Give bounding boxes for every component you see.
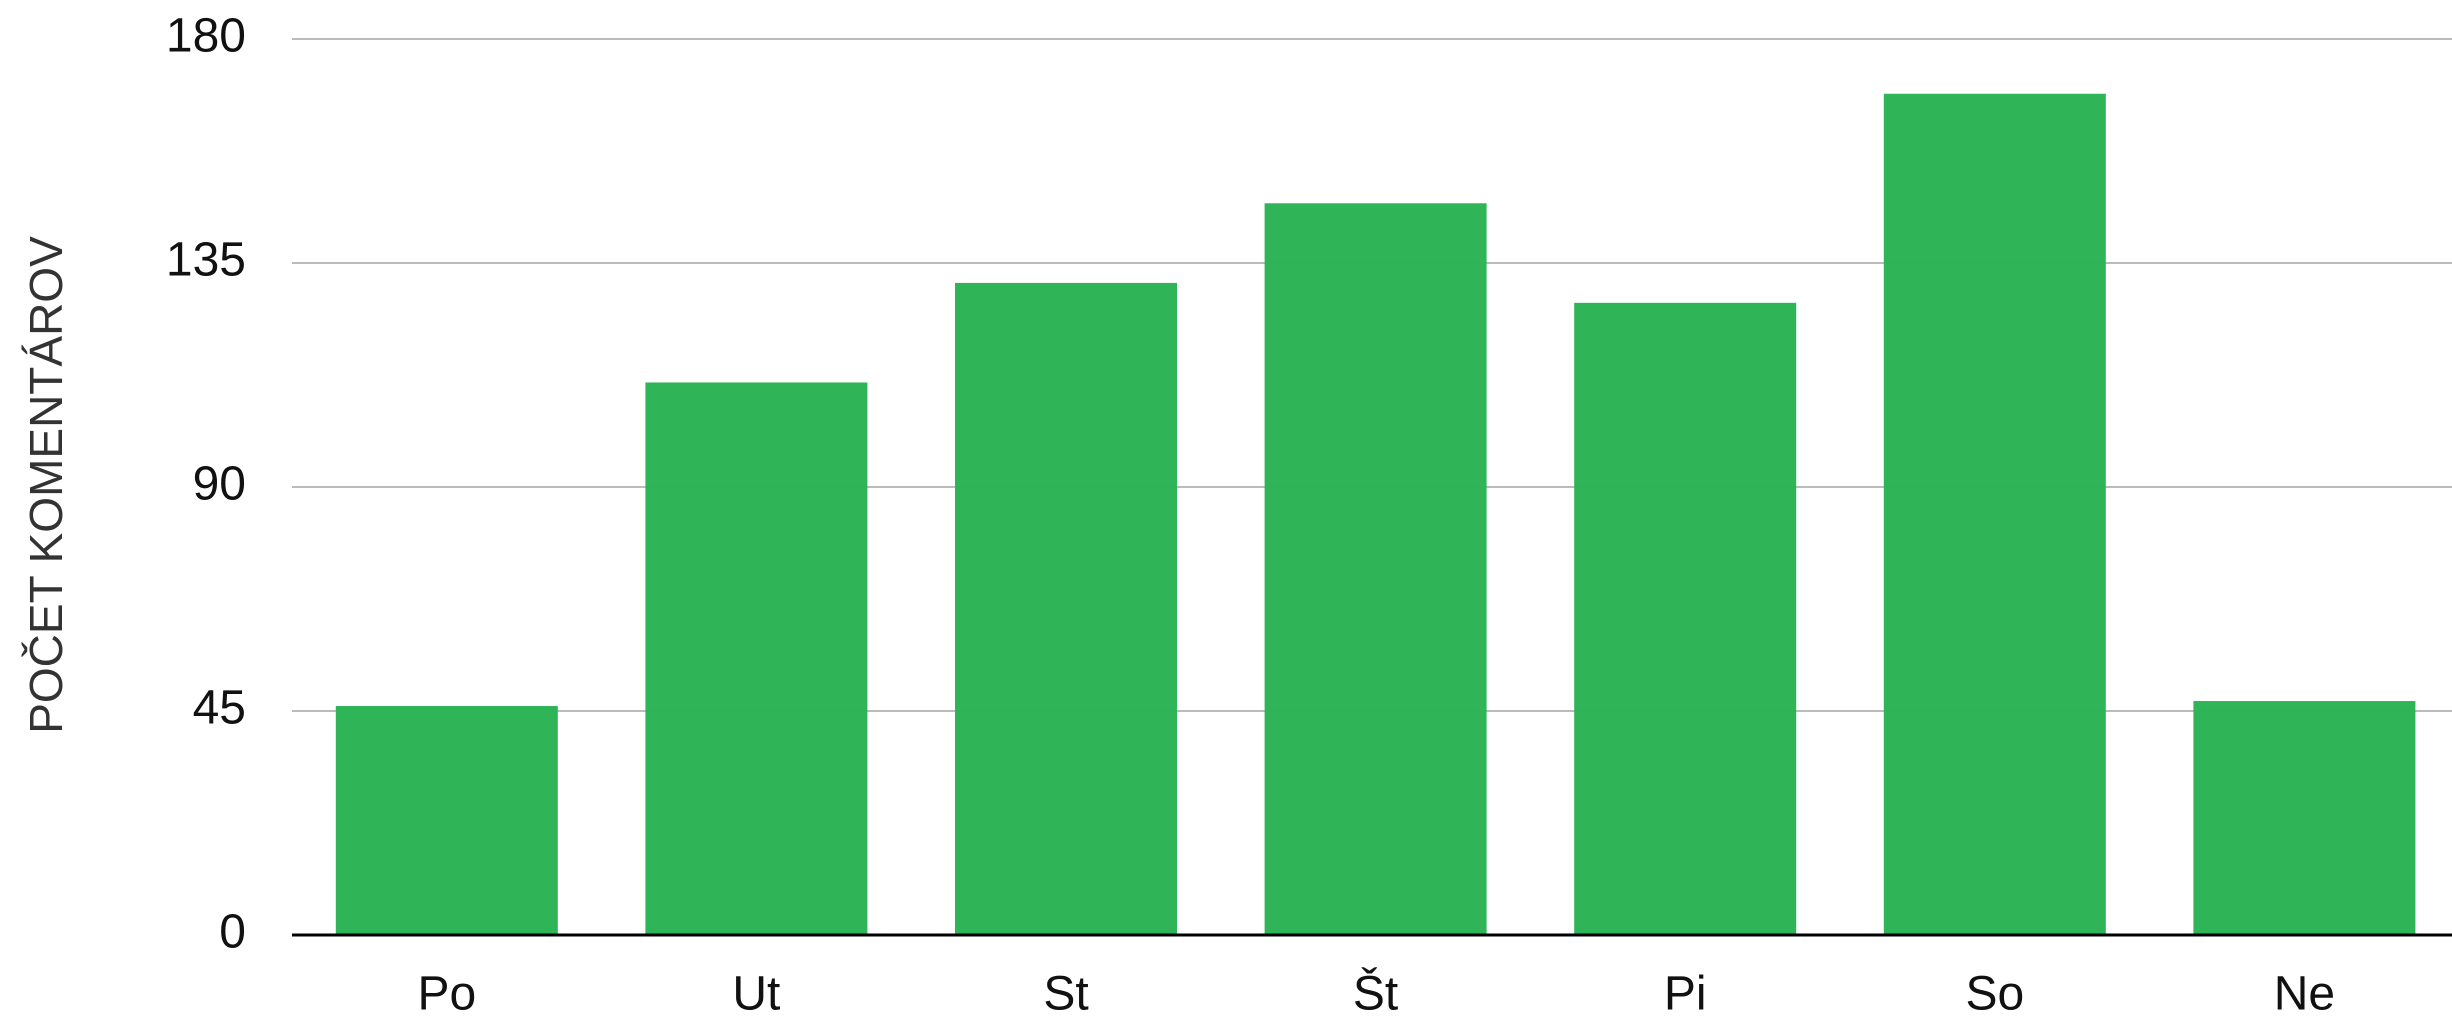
x-tick-label: Št <box>1353 967 1398 1021</box>
x-tick-label: So <box>1965 968 2024 1021</box>
bar <box>335 706 558 935</box>
bar <box>2193 701 2416 935</box>
x-tick-label: Ne <box>2274 968 2335 1021</box>
y-tick-label: 90 <box>193 458 246 511</box>
y-tick-label: 180 <box>166 10 246 63</box>
y-tick-label: 135 <box>166 234 246 287</box>
bar <box>1883 93 2106 935</box>
y-tick-label: 0 <box>219 906 246 959</box>
y-axis-title: POČET KOMENTÁROV <box>20 236 72 734</box>
bar <box>645 382 868 935</box>
x-tick-label: Ut <box>732 968 780 1021</box>
y-tick-label: 45 <box>193 682 246 735</box>
x-tick-label: Po <box>417 968 476 1021</box>
bar <box>955 282 1177 935</box>
bar <box>1264 203 1487 935</box>
x-tick-label: St <box>1043 968 1088 1021</box>
x-tick-label: Pi <box>1664 968 1707 1021</box>
bar <box>1574 302 1797 935</box>
